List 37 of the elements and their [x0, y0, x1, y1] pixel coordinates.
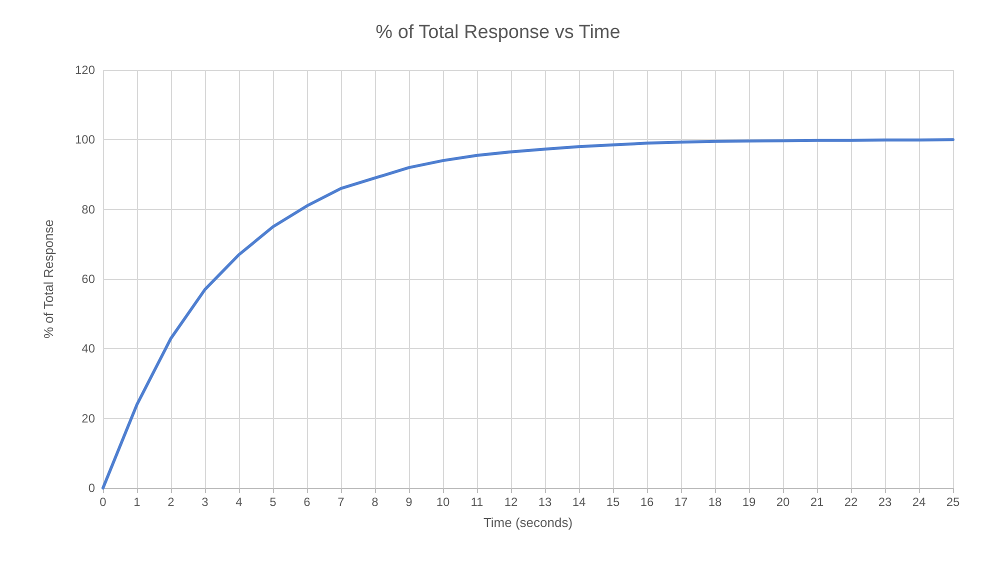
x-tick-label: 5 — [270, 495, 277, 509]
x-tick-label: 0 — [100, 495, 107, 509]
x-tick-label: 10 — [436, 495, 450, 509]
line-series — [102, 138, 954, 490]
x-tick-label: 1 — [134, 495, 141, 509]
x-tick-label: 20 — [776, 495, 790, 509]
y-tick-label: 80 — [82, 202, 96, 216]
x-axis-title: Time (seconds) — [483, 515, 573, 530]
x-tick-label: 7 — [338, 495, 345, 509]
x-tick-label: 15 — [606, 495, 620, 509]
x-tick-label: 11 — [470, 495, 484, 509]
x-tick-label: 8 — [372, 495, 379, 509]
x-tick-label: 25 — [946, 495, 960, 509]
x-tick-label: 19 — [742, 495, 756, 509]
x-tick-label: 21 — [810, 495, 824, 509]
x-tick-label: 23 — [878, 495, 892, 509]
x-tick-label: 22 — [844, 495, 858, 509]
y-tick-label: 20 — [82, 411, 96, 426]
y-axis-title: % of Total Response — [41, 220, 56, 338]
x-tick-label: 17 — [674, 495, 688, 509]
x-tick-label: 4 — [236, 495, 243, 509]
y-tick-label: 120 — [74, 63, 96, 77]
x-tick-label: 13 — [538, 495, 552, 509]
x-tick-label: 18 — [708, 495, 722, 509]
x-tick-label: 2 — [168, 495, 175, 509]
y-tick-label: 0 — [88, 481, 96, 495]
x-tick-label: 9 — [406, 495, 413, 509]
x-tick-label: 24 — [912, 495, 926, 509]
x-tick-label: 3 — [202, 495, 209, 509]
x-tick-label: 16 — [640, 495, 654, 509]
y-tick-label: 60 — [82, 272, 96, 286]
chart-title: % of Total Response vs Time — [376, 22, 620, 43]
y-tick-label: 40 — [82, 342, 96, 356]
x-tick-label: 12 — [504, 495, 518, 509]
x-tick-label: 14 — [572, 495, 586, 509]
y-tick-label: 100 — [74, 132, 96, 147]
x-tick-label: 6 — [304, 495, 311, 509]
